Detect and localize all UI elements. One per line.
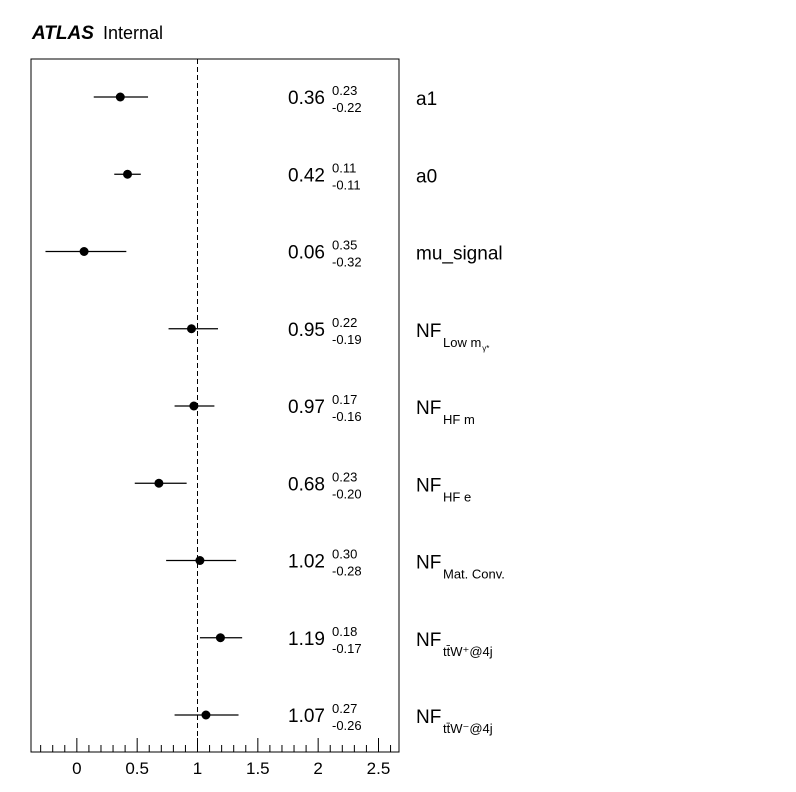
error-up-value: 0.35: [332, 238, 357, 253]
value-label-a1: 0.36 0.23 -0.22: [288, 83, 362, 115]
value-label-NF_Mat_Conv: 1.02 0.30 -0.28: [288, 547, 362, 579]
central-value: 1.07: [288, 706, 325, 727]
param-label-mu_signal: mu_signal: [416, 244, 503, 265]
point-a0: [114, 169, 141, 179]
param-label-a1: a1: [416, 89, 437, 110]
param-subscript: tt̄W⁺@4j: [443, 644, 493, 659]
param-subscript: HF m: [443, 412, 475, 427]
data-marker: [201, 710, 211, 720]
error-down-value: -0.19: [332, 332, 362, 347]
data-marker: [115, 92, 125, 102]
central-value: 0.06: [288, 243, 325, 264]
central-value: 0.36: [288, 88, 325, 109]
x-tick-label: 2.5: [367, 759, 391, 778]
data-marker: [79, 247, 89, 256]
error-down-value: -0.11: [332, 177, 361, 192]
atlas-status-label: Internal: [103, 23, 163, 43]
x-tick-label: 0.5: [125, 759, 149, 778]
point-NF_Low_mgamma: [168, 324, 219, 334]
point-NF_HF_m: [174, 401, 215, 411]
x-axis: 0 0.5 1 1.5 2 2.5: [40, 738, 392, 778]
x-tick-label: 1: [193, 759, 202, 778]
value-labels: 0.36 0.23-0.220.42 0.11-0.110.06 0.35-0.320…: [288, 83, 362, 733]
x-tick-label: 0: [72, 759, 81, 778]
error-down-value: -0.20: [332, 486, 362, 501]
value-label-mu_signal: 0.06 0.35 -0.32: [288, 238, 362, 270]
error-up-value: 0.22: [332, 315, 357, 330]
atlas-label: ATLAS Internal: [31, 23, 163, 44]
central-value: 0.95: [288, 320, 325, 341]
error-down-value: -0.32: [332, 255, 362, 270]
data-marker: [186, 324, 196, 334]
point-NF_ttWminus_4j: [174, 710, 239, 720]
value-label-NF_Low_mgamma: 0.95 0.22 -0.19: [288, 315, 362, 347]
error-up-value: 0.30: [332, 547, 357, 562]
param-name: a0: [416, 166, 437, 187]
central-value: 0.42: [288, 165, 325, 186]
data-marker: [195, 556, 205, 565]
param-subscript: Mat. Conv.: [443, 567, 505, 582]
param-name: NF: [416, 321, 441, 342]
value-label-NF_ttWminus_4j: 1.07 0.27 -0.26: [288, 701, 362, 733]
param-subscript: tt̄W⁻@4j: [443, 721, 493, 736]
point-NF_ttWplus_4j: [199, 633, 243, 643]
error-up-value: 0.23: [332, 469, 357, 484]
param-name: mu_signal: [416, 244, 503, 265]
value-label-NF_HF_e: 0.68 0.23 -0.20: [288, 469, 362, 501]
plot-frame: [30, 58, 400, 753]
param-name: NF: [416, 553, 441, 574]
central-value: 0.97: [288, 397, 325, 418]
param-subscript: Low m: [443, 335, 481, 350]
param-subsubscript: γ*: [482, 344, 489, 353]
param-subscript: HF e: [443, 489, 471, 504]
data-marker: [215, 633, 225, 643]
error-up-value: 0.11: [332, 160, 356, 175]
error-up-value: 0.27: [332, 701, 357, 716]
point-NF_Mat_Conv: [166, 556, 237, 565]
param-name: NF: [416, 398, 441, 419]
data-marker: [189, 401, 199, 411]
point-mu_signal: [45, 247, 127, 256]
point-NF_HF_e: [134, 478, 187, 488]
data-marker: [154, 478, 164, 488]
error-up-value: 0.18: [332, 624, 357, 639]
param-name: NF: [416, 630, 441, 651]
x-tick-label: 1.5: [246, 759, 270, 778]
atlas-experiment-label: ATLAS: [31, 23, 94, 44]
x-tick-label: 2: [313, 759, 322, 778]
error-down-value: -0.16: [332, 409, 362, 424]
param-name: NF: [416, 707, 441, 728]
error-down-value: -0.26: [332, 718, 362, 733]
error-up-value: 0.23: [332, 83, 357, 98]
error-down-value: -0.28: [332, 564, 362, 579]
param-name: a1: [416, 89, 437, 110]
data-marker: [123, 169, 133, 179]
point-a1: [93, 92, 149, 102]
error-down-value: -0.17: [332, 641, 362, 656]
error-down-value: -0.22: [332, 100, 362, 115]
central-value: 1.02: [288, 552, 325, 573]
error-up-value: 0.17: [332, 392, 357, 407]
value-label-NF_HF_m: 0.97 0.17 -0.16: [288, 392, 362, 424]
central-value: 0.68: [288, 474, 325, 495]
data-points: [45, 92, 243, 720]
value-label-a0: 0.42 0.11 -0.11: [288, 160, 361, 192]
param-label-a0: a0: [416, 166, 437, 187]
param-name: NF: [416, 475, 441, 496]
central-value: 1.19: [288, 629, 325, 650]
value-label-NF_ttWplus_4j: 1.19 0.18 -0.17: [288, 624, 362, 656]
